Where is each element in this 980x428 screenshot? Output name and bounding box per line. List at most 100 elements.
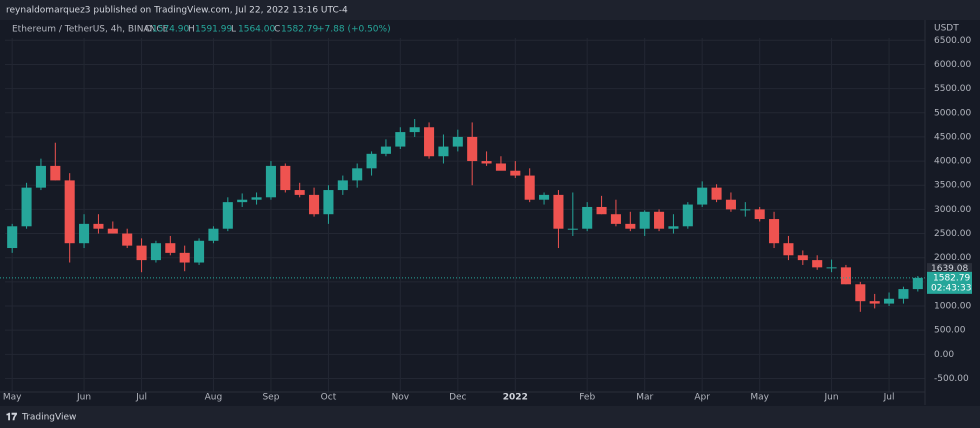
candle-body [711,187,722,200]
candle-body [812,260,823,268]
x-tick-label: Nov [392,393,410,403]
y-tick-label: 3000.00 [934,205,971,215]
y-tick-label: 4500.00 [934,132,971,142]
candle-body [697,187,708,205]
candle-body [754,209,765,220]
candle-body [668,226,679,229]
x-tick-label: Jul [135,393,147,403]
candle-body [582,206,593,229]
ohlc-item: +7.88 (+0.50%) [317,25,391,35]
candle-body [64,180,75,244]
ohlc-item: C [274,25,280,35]
candle-body [740,209,751,211]
candle-body [79,223,90,244]
candle-body [366,153,377,169]
candle-body [840,267,851,285]
candle-body [194,240,205,263]
candle-body [898,289,909,299]
candle-body [481,161,492,164]
candle-body [136,245,147,261]
x-tick-label: Jun [76,393,91,403]
ohlc-item: L [231,25,236,35]
candle-body [783,243,794,256]
candle-body [7,226,18,249]
candle-body [265,165,276,198]
candle-body [309,194,320,215]
y-tick-label: 5000.00 [934,108,971,118]
candle-body [553,194,564,229]
y-tick-label: 2500.00 [934,229,971,239]
candle-body [337,180,348,191]
candle-body [912,277,923,290]
y-tick-label: 2000.00 [934,253,971,263]
candle-body [769,219,780,244]
symbol-title: Ethereum / TetherUS, 4h, BINANCE [12,25,169,35]
candle-body [495,163,506,171]
x-tick-label: Feb [579,393,595,403]
x-tick-label: Jun [824,393,839,403]
last-price-box [927,271,972,294]
candle-body [50,165,61,181]
candle-body [21,187,32,227]
candle-body [395,132,406,147]
footer-bar [0,406,980,428]
candle-body [510,170,521,176]
candle-body [610,214,621,224]
candle-body [438,146,449,157]
candle-body [797,255,808,261]
y-tick-label: 1000.00 [934,302,971,312]
x-tick-label: 2022 [503,393,528,403]
candle-body [294,190,305,195]
marker-box [927,263,972,275]
candle-body [409,127,420,133]
candle-body [122,233,133,246]
ohlc-item: 1591.99 [195,25,232,35]
x-tick-label: Sep [262,393,279,403]
x-tick-label: Aug [205,393,223,403]
y-tick-label: 5500.00 [934,84,971,94]
countdown: 02:43:33 [931,283,971,293]
y-tick-label: 4000.00 [934,157,971,167]
candle-body [452,136,463,147]
y-tick-label: 500.00 [934,326,966,336]
candle-body [93,223,104,229]
candle-body [35,165,46,188]
y-tick-label: 6500.00 [934,36,971,46]
candle-body [467,136,478,162]
candle-body [380,146,391,154]
brand-logo: 𝟏𝟕 [6,412,18,423]
ohlc-item: 1582.79 [281,25,318,35]
candle-body [654,211,665,229]
x-tick-label: May [750,393,769,403]
candle-body [222,202,233,229]
candle-body [165,243,176,253]
ohlc-item: O [145,25,152,35]
candle-body [625,223,636,229]
candle-body [639,211,650,229]
x-tick-label: Jul [883,393,895,403]
candle-body [884,298,895,304]
ohlc-item: 1564.00 [238,25,275,35]
brand: TradingView [21,413,76,423]
candle-body [237,199,248,203]
top-bar [0,0,980,20]
candle-body [208,228,219,241]
x-tick-label: Oct [321,393,337,403]
y-tick-label: -500.00 [934,374,969,384]
candle-body [539,194,550,200]
candle-body [323,190,334,215]
y-tick-label: 3500.00 [934,181,971,191]
candle-body [567,228,578,230]
candle-body [352,168,363,181]
ohlc-item: H [188,25,195,35]
y-tick-label: 6000.00 [934,60,971,70]
candle-body [424,127,435,157]
ohlc-legend: O 1574.90H 1591.99L 1564.00C 1582.79+7.88 (+… [145,25,391,35]
currency: USDT [934,24,959,34]
candle-body [682,204,693,227]
candle-body [524,175,535,200]
candle-body [725,199,736,210]
candle-body [280,165,291,191]
